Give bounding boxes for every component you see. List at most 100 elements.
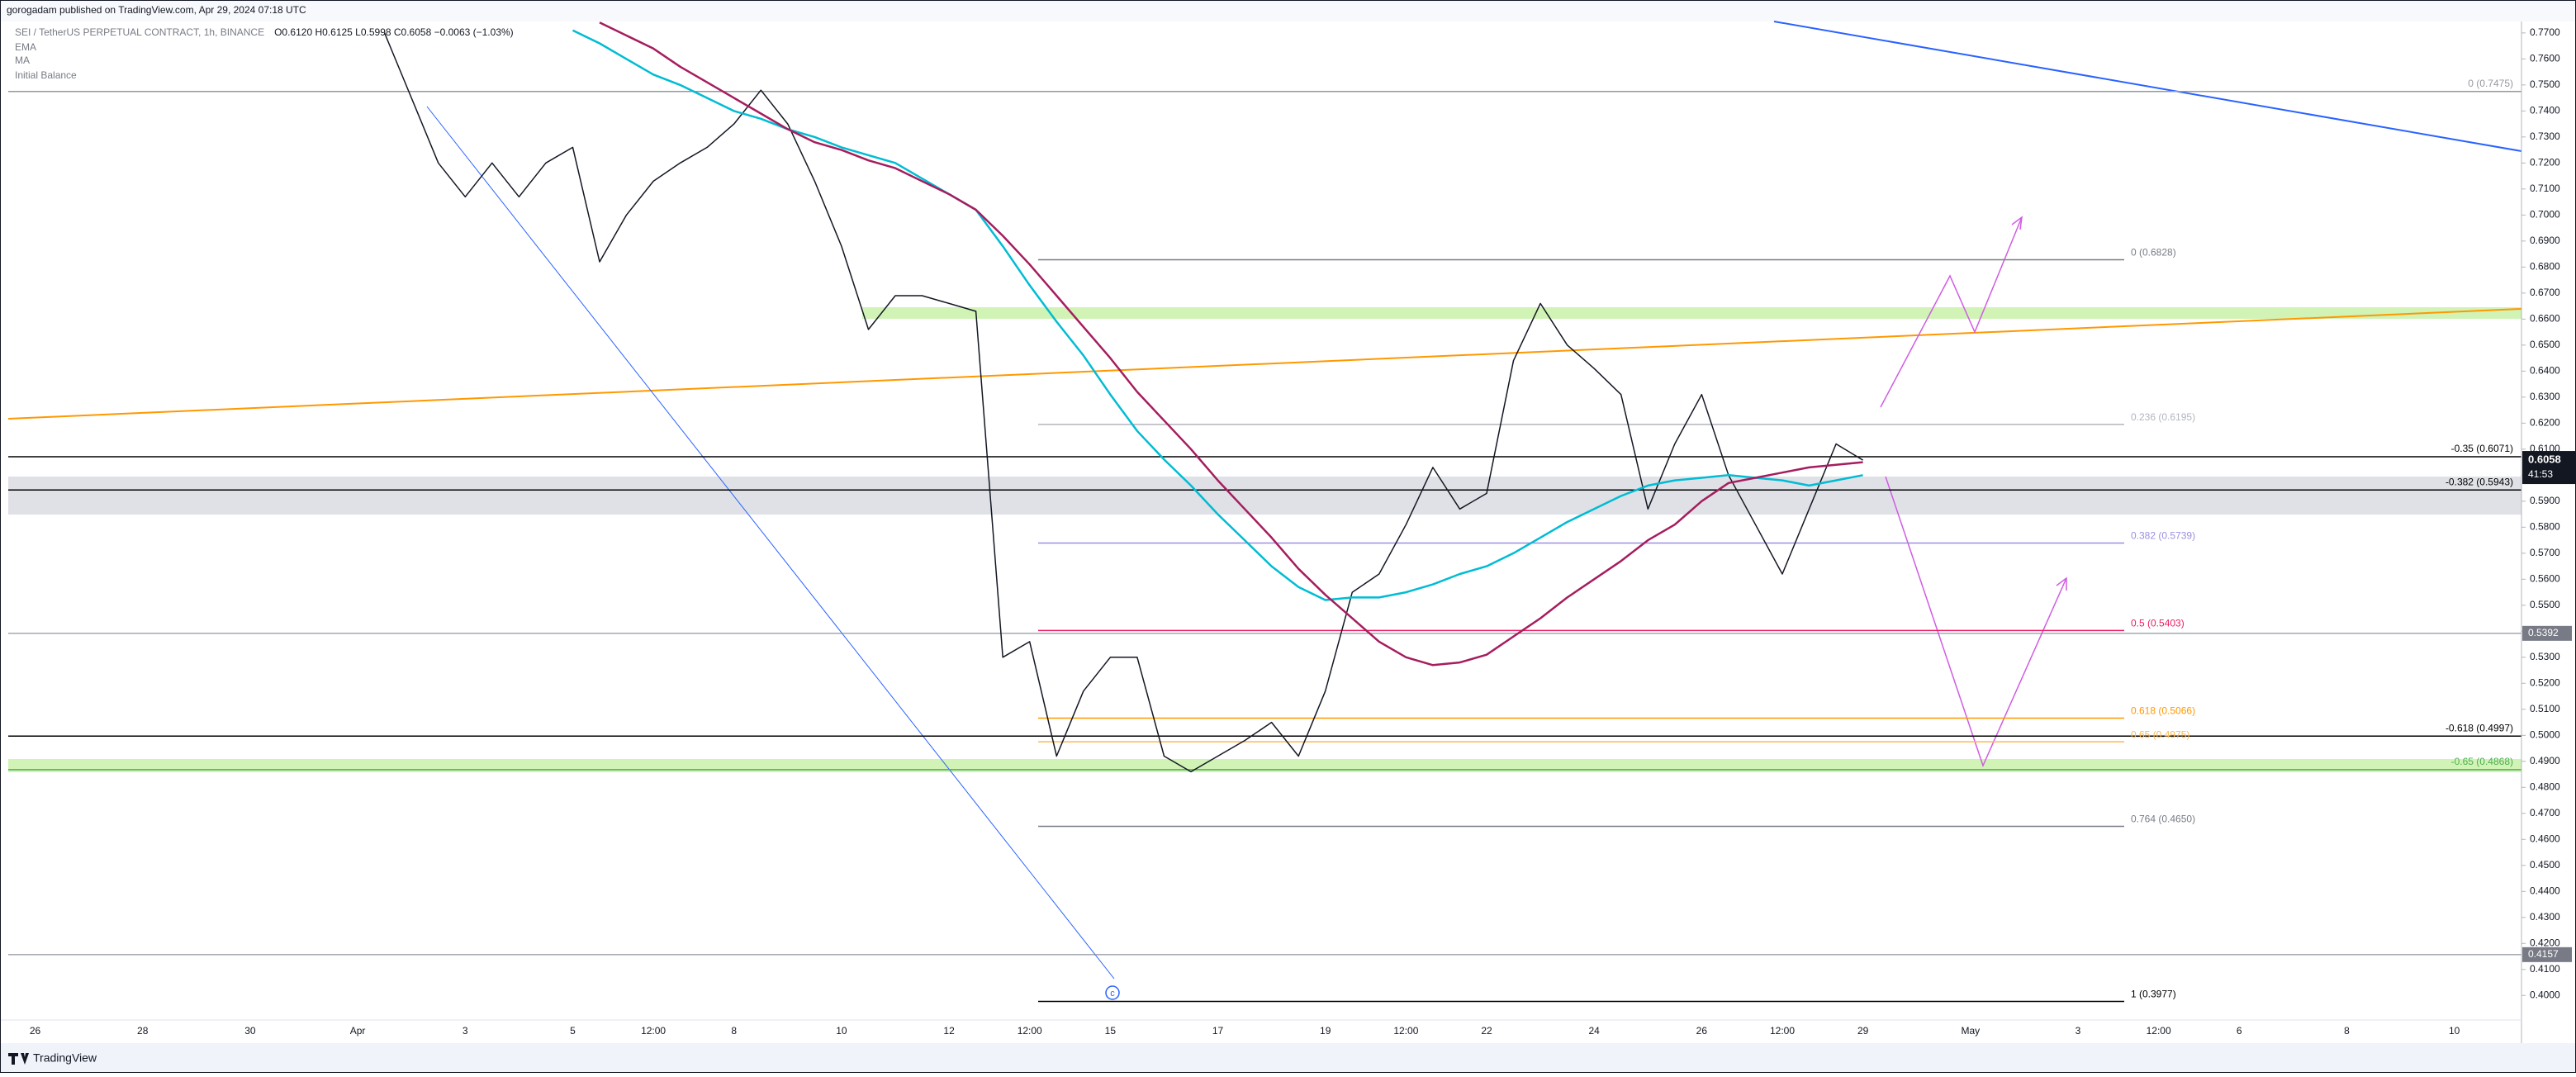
x-tick-label: 12:00 (641, 1025, 666, 1037)
x-tick-label: 8 (2344, 1025, 2350, 1037)
x-tick-label: 8 (731, 1025, 737, 1037)
x-tick-label: Apr (350, 1025, 366, 1037)
x-tick-label: 10 (2449, 1025, 2460, 1037)
x-tick-label: 12:00 (1770, 1025, 1795, 1037)
y-tick-label: 0.6800 (2530, 261, 2560, 273)
y-tick-label: 0.5000 (2530, 728, 2560, 740)
arrow-head (2056, 576, 2067, 591)
y-tick-label: 0.7600 (2530, 53, 2560, 64)
green-zone (8, 759, 2521, 772)
ohlc: O0.6120 H0.6125 L0.5998 C0.6058 −0.0063 … (274, 26, 514, 38)
fib-label: 0 (0.6828) (2131, 247, 2176, 259)
trend-line (7, 308, 2522, 420)
price-timer: 41:53 (2528, 468, 2553, 480)
y-tick-label: 0.7000 (2530, 209, 2560, 221)
publisher: gorogadam published on TradingView.com, … (7, 4, 306, 16)
fib-label: 0.236 (0.6195) (2131, 411, 2195, 423)
price-box-label: 0.4157 (2528, 948, 2559, 960)
x-tick-label: 12:00 (1018, 1025, 1042, 1037)
x-tick-label: 29 (1857, 1025, 1869, 1037)
fib-label: 1 (0.3977) (2131, 989, 2176, 1000)
x-tick-label: 3 (463, 1025, 468, 1037)
fib-label: 0.5 (0.5403) (2131, 618, 2185, 629)
brand: TradingView (33, 1051, 97, 1065)
footer-logo: TradingView (8, 1051, 97, 1065)
x-tick-label: 6 (2237, 1025, 2242, 1037)
wave-circle (1105, 985, 1120, 1000)
header-bar (0, 0, 2576, 21)
legend-entry: Initial Balance (15, 69, 77, 81)
x-tick-label: 10 (836, 1025, 847, 1037)
y-tick-label: 0.5800 (2530, 520, 2560, 532)
projection-path (1880, 216, 2023, 408)
x-tick-label: 12:00 (1393, 1025, 1418, 1037)
fib-label: -0.35 (0.6071) (2451, 443, 2513, 454)
y-tick-label: 0.4900 (2530, 755, 2560, 766)
y-tick-label: 0.5300 (2530, 651, 2560, 662)
x-tick-label: 28 (137, 1025, 149, 1037)
y-tick-label: 0.7500 (2530, 78, 2560, 90)
drawings: c (7, 21, 2522, 1000)
y-tick-label: 0.4500 (2530, 859, 2560, 871)
y-tick-label: 0.5200 (2530, 676, 2560, 688)
y-tick-label: 0.7100 (2530, 183, 2560, 194)
y-tick-label: 0.6300 (2530, 391, 2560, 402)
x-tick-label: 12 (943, 1025, 955, 1037)
y-tick-label: 0.4400 (2530, 885, 2560, 896)
series-line (599, 21, 1863, 667)
y-tick-label: 0.6900 (2530, 235, 2560, 246)
wave-label: c (1110, 989, 1115, 999)
legend-entry: SEI / TetherUS PERPETUAL CONTRACT, 1h, B… (15, 26, 264, 38)
y-tick-label: 0.6500 (2530, 339, 2560, 350)
gray-zone (8, 477, 2521, 515)
y-tick-label: 0.4800 (2530, 780, 2560, 792)
x-tick-label: 12:00 (2147, 1025, 2171, 1037)
x-tick-label: 30 (244, 1025, 256, 1037)
y-tick-label: 0.5900 (2530, 495, 2560, 506)
arrow-head (2011, 216, 2023, 230)
fib-label: 0.764 (0.4650) (2131, 814, 2195, 825)
x-tick-label: 26 (30, 1025, 41, 1037)
y-tick-label: 0.4700 (2530, 807, 2560, 818)
fib-label: -0.382 (0.5943) (2446, 476, 2513, 487)
x-tick-label: 26 (1696, 1025, 1708, 1037)
y-tick-label: 0.4000 (2530, 989, 2560, 1000)
y-tick-label: 0.7200 (2530, 157, 2560, 168)
fib-label: 0.65 (0.4975) (2131, 728, 2189, 740)
y-tick-label: 0.6700 (2530, 287, 2560, 298)
projection-path (1885, 476, 2067, 768)
y-tick-label: 0.7700 (2530, 26, 2560, 38)
price-box (2522, 625, 2572, 641)
y-tick-label: 0.5100 (2530, 703, 2560, 714)
current-price-box (2522, 451, 2575, 485)
x-tick-label: 24 (1589, 1025, 1601, 1037)
current-price: 0.6058 (2528, 453, 2561, 465)
x-tick-label: 22 (1481, 1025, 1492, 1037)
fib-label: -0.618 (0.4997) (2446, 722, 2513, 733)
x-tick-label: 17 (1212, 1025, 1224, 1037)
x-tick-label: 19 (1320, 1025, 1331, 1037)
y-tick-label: 0.5600 (2530, 572, 2560, 584)
legend-entry: MA (15, 55, 30, 66)
x-tick-label: 5 (570, 1025, 576, 1037)
green-zone (862, 307, 2521, 319)
fib-label: -0.65 (0.4868) (2451, 756, 2513, 767)
y-tick-label: 0.6600 (2530, 313, 2560, 325)
x-tick-label: May (1961, 1025, 1980, 1037)
fib-label: 0.382 (0.5739) (2131, 530, 2195, 542)
fib-label: 0 (0.7475) (2468, 78, 2513, 89)
trend-line (1773, 21, 2522, 152)
y-tick-label: 0.4300 (2530, 911, 2560, 923)
y-tick-label: 0.4200 (2530, 937, 2560, 948)
series-line (383, 32, 1863, 773)
price-box (2522, 947, 2572, 962)
y-tick-label: 0.4100 (2530, 963, 2560, 975)
y-tick-label: 0.7400 (2530, 105, 2560, 116)
price-box-label: 0.5392 (2528, 627, 2559, 638)
x-tick-label: 15 (1105, 1025, 1117, 1037)
y-tick-label: 0.5500 (2530, 599, 2560, 610)
fib-label: 0.618 (0.5066) (2131, 705, 2195, 717)
